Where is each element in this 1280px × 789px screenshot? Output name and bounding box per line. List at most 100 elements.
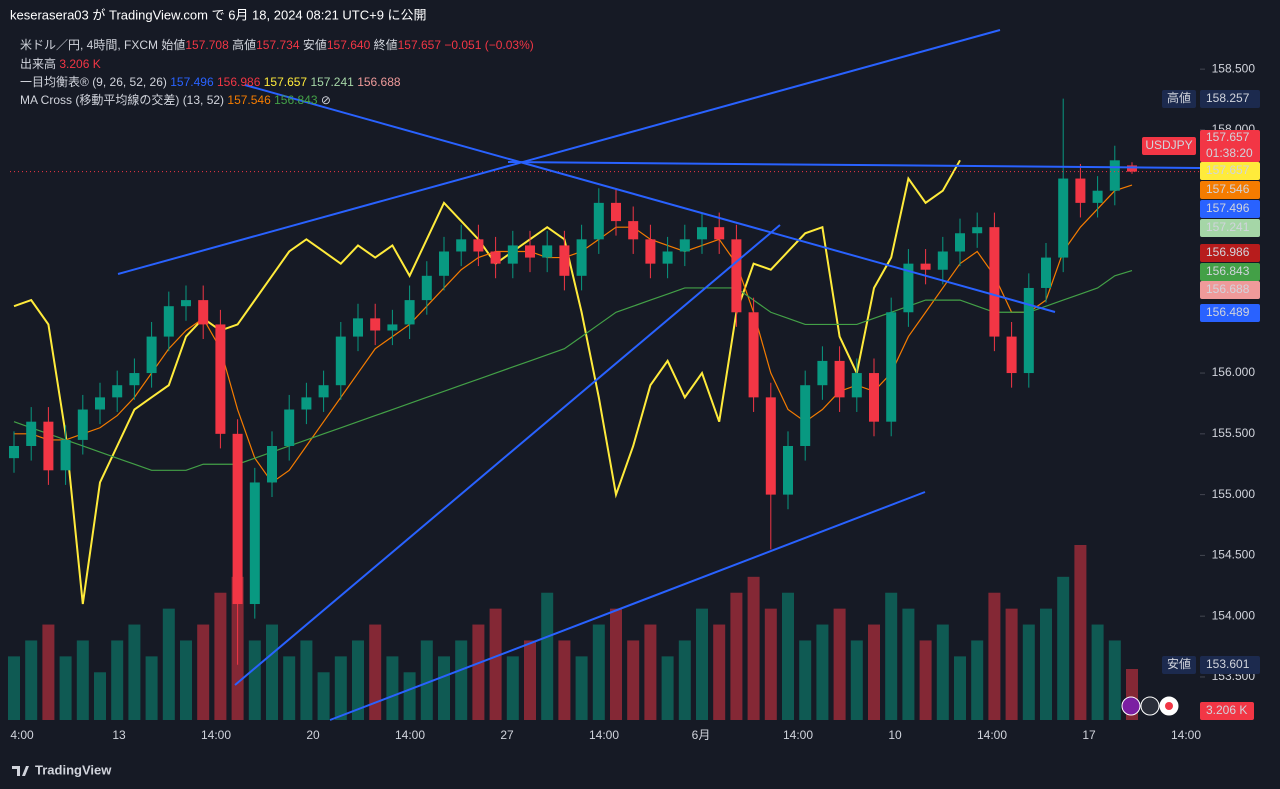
volume-bar [334, 656, 347, 720]
price-label: 156.688 [1206, 282, 1250, 296]
volume-bar [489, 608, 502, 720]
volume-bar [352, 640, 364, 720]
volume-bar [575, 656, 588, 720]
volume-bar [936, 624, 949, 720]
x-tick-label: 14:00 [589, 728, 619, 742]
volume-bar [111, 640, 124, 720]
tag: 安値 [1167, 656, 1191, 671]
candle-body [198, 300, 209, 325]
countdown: 01:38:20 [1206, 146, 1253, 160]
value: 156.843 [274, 93, 318, 107]
change: −0.051 (−0.03%) [444, 38, 533, 52]
candle-body [593, 202, 604, 240]
tag-box [1142, 137, 1196, 155]
price-label: 157.546 [1206, 182, 1250, 196]
price-label: 156.843 [1206, 264, 1250, 278]
x-tick-label: 27 [500, 728, 514, 742]
corner-icons [1121, 696, 1179, 716]
candle-body [215, 324, 226, 434]
x-tick-label: 17 [1082, 728, 1096, 742]
value: 157.546 [227, 93, 271, 107]
candle-body [645, 239, 656, 264]
volume-bar [833, 608, 846, 720]
candle-body [1023, 287, 1034, 374]
volume-bar [1022, 624, 1035, 720]
volume-bar [438, 656, 450, 720]
volume-bar [730, 592, 743, 720]
legend-row: 一目均衡表® (9, 26, 52, 26) 157.496 156.986 1… [20, 75, 401, 89]
candle-body [1075, 178, 1086, 203]
candle-body [628, 221, 639, 240]
candle-body [559, 245, 570, 276]
volume-bar [816, 624, 829, 720]
volume-bar [162, 608, 175, 720]
legend-row: 米ドル／円, 4時間, FXCM 始値157.708 高値157.734 安値1… [20, 37, 534, 52]
candle-body [1058, 178, 1069, 258]
volume-bar [868, 624, 880, 720]
candle-body [765, 397, 776, 495]
price-label: 157.496 [1206, 201, 1250, 215]
trend-line [329, 491, 926, 721]
tag: 高値 [1167, 90, 1191, 105]
price-label: 157.657 [1206, 163, 1250, 177]
candle-body [439, 251, 449, 276]
volume-bar [885, 592, 898, 720]
label: 一目均衡表® [20, 75, 89, 89]
value: 157.241 [310, 75, 354, 89]
label: 出来高 [20, 56, 56, 71]
candle-body [490, 251, 501, 264]
volume-bar [1057, 576, 1070, 720]
tag: USDJPY [1145, 138, 1192, 152]
candle-body [1041, 257, 1051, 288]
candle-body [9, 445, 19, 459]
candle-body [301, 397, 312, 410]
price-label-box [1200, 244, 1260, 262]
volume-bar [506, 656, 519, 720]
volume-bar [266, 624, 278, 720]
label: 高値 [232, 37, 256, 52]
candle-body [26, 421, 37, 446]
candle-body [387, 324, 398, 331]
volume-label-box [1200, 702, 1254, 720]
icon[interactable] [1121, 696, 1141, 716]
volume-bar [94, 672, 106, 720]
plot-area [8, 98, 1200, 720]
volume-bar [300, 640, 313, 720]
price-label: 153.601 [1206, 657, 1250, 671]
candle-body [181, 300, 191, 307]
value: 156.986 [217, 75, 261, 89]
volume-bar [1040, 608, 1052, 720]
volume-bar [747, 576, 760, 720]
volume-bar [644, 624, 657, 720]
volume-label: 3.206 K [1206, 703, 1247, 717]
candle-body [576, 239, 587, 276]
volume-bar [696, 608, 708, 720]
price-label: 157.657 [1206, 130, 1250, 144]
value: 157.734 [256, 38, 300, 52]
x-tick-label: 14:00 [201, 728, 231, 742]
trend-line [244, 84, 1056, 313]
candle-body [783, 445, 793, 495]
volume-bar [1108, 640, 1121, 720]
value: 3.206 K [59, 57, 100, 71]
volume-bar [713, 624, 726, 720]
candle-body [473, 239, 484, 252]
volume-bar [386, 656, 399, 720]
symbol: 米ドル／円, 4時間, FXCM [20, 38, 158, 52]
candle-body [249, 482, 260, 605]
candle-body [60, 439, 71, 471]
icon[interactable] [1140, 696, 1160, 716]
candle-body [903, 263, 914, 313]
label: 始値 [161, 37, 185, 52]
value: 157.657 [398, 38, 442, 52]
volume-bar [988, 592, 1001, 720]
footer-logo: TradingView [12, 762, 112, 777]
candle-body [989, 227, 1000, 337]
volume-bar [214, 592, 227, 720]
volume-bar [76, 640, 89, 720]
volume-bar [764, 608, 777, 720]
candle-body [163, 306, 174, 337]
trend-line [507, 161, 1201, 169]
candle-body [525, 245, 535, 258]
candle-body [370, 318, 381, 331]
